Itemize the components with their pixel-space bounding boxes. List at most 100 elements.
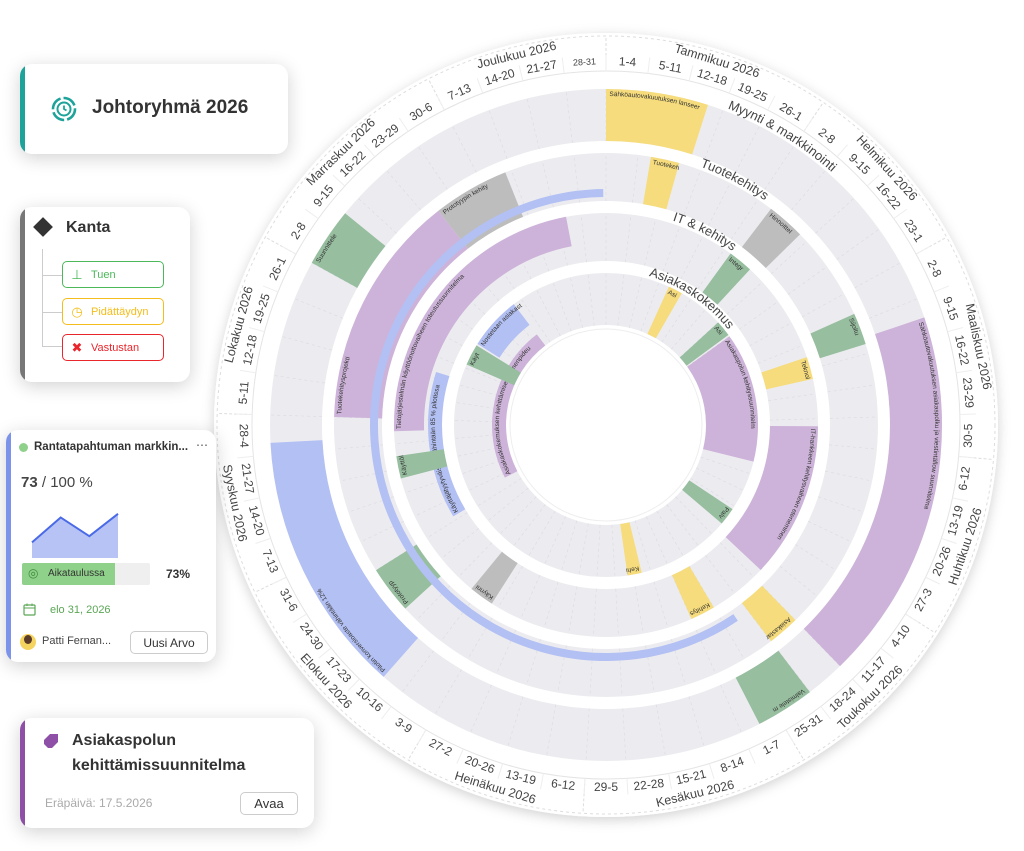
event-block[interactable]: [702, 253, 751, 305]
week-label: 5-11: [236, 380, 252, 405]
ring-grid-line: [294, 298, 343, 319]
event-block[interactable]: [647, 286, 682, 339]
event-block[interactable]: [741, 208, 801, 269]
ring-grid-line: [707, 182, 731, 226]
event-block[interactable]: [471, 551, 518, 604]
event-block[interactable]: [466, 345, 521, 386]
event-block[interactable]: [394, 216, 572, 432]
event-block[interactable]: [682, 480, 733, 524]
ring-grid-line: [386, 170, 421, 211]
event-block[interactable]: [725, 425, 818, 570]
week-divider: [262, 285, 279, 293]
ring-grid-line: [869, 298, 918, 319]
ring-grid-line: [611, 524, 616, 577]
event-block[interactable]: [741, 585, 796, 642]
ring-grid-line: [593, 588, 597, 637]
event-block[interactable]: [679, 322, 729, 366]
week-divider: [947, 326, 964, 333]
event-block[interactable]: [375, 544, 441, 609]
event-block[interactable]: [735, 650, 810, 724]
ring-grid-line: [787, 266, 828, 295]
clock-icon: ◷: [71, 303, 83, 319]
abstain-button[interactable]: ◷ Pidättäydyn: [62, 298, 164, 325]
week-divider: [626, 778, 629, 795]
ring-grid-line: [827, 384, 876, 393]
event-label-text: Asi: [667, 289, 678, 299]
event-block[interactable]: [761, 357, 813, 390]
week-label: 6-12: [956, 465, 973, 491]
new-value-button[interactable]: Uusi Arvo: [130, 631, 208, 654]
stance-card: Kanta ⊥ Tuen ◷ Pidättäydyn ✖ Vastustan: [20, 207, 190, 382]
event-block[interactable]: [810, 313, 866, 359]
ring-grid-line: [477, 478, 522, 507]
ring-grid-line: [653, 581, 669, 628]
diamond-icon: [33, 217, 53, 237]
ring-grid-line: [270, 414, 323, 417]
open-button[interactable]: Avaa: [240, 792, 298, 815]
more-button[interactable]: ⋯: [196, 438, 208, 452]
ring-grid-line: [720, 684, 742, 733]
event-block[interactable]: [606, 89, 708, 155]
event-block[interactable]: [672, 566, 714, 620]
ring-grid-line: [565, 91, 573, 144]
week-divider: [933, 285, 950, 293]
ring-grid-line: [719, 542, 754, 578]
ring-grid-line: [795, 544, 837, 571]
owner-name: Patti Fernan...: [42, 635, 112, 647]
ring-grid-line: [528, 510, 556, 557]
event-label-text: Käyttöl: [398, 454, 409, 476]
ring-grid-line: [587, 274, 595, 326]
ring-grid-line: [622, 708, 627, 761]
ring-grid-line: [644, 218, 657, 266]
week-divider: [880, 647, 894, 659]
event-block[interactable]: [311, 213, 386, 288]
week-label: 6-12: [550, 776, 576, 793]
ring-grid-line: [749, 322, 792, 347]
event-block[interactable]: [428, 372, 466, 517]
event-block[interactable]: [687, 336, 758, 462]
ring-grid-line: [507, 696, 524, 747]
ring-grid-line: [418, 146, 448, 190]
tree-branch: [42, 346, 62, 347]
week-divider: [398, 117, 409, 132]
ring-grid-line: [357, 197, 397, 234]
week-divider: [905, 613, 920, 623]
ring-grid-line: [696, 467, 744, 491]
week-divider: [941, 537, 957, 544]
stance-card-accent: [20, 207, 25, 382]
ring-grid-line: [683, 169, 702, 216]
event-block[interactable]: [803, 317, 943, 667]
week-label: 12-18: [240, 333, 260, 366]
event-label: Asi: [712, 325, 723, 336]
ring-grid-line: [690, 478, 735, 507]
event-label: Teknol: [799, 360, 811, 381]
week-divider: [958, 455, 975, 459]
week-divider: [237, 455, 254, 459]
ring-grid-line: [568, 586, 578, 634]
event-block[interactable]: [438, 172, 524, 249]
event-block[interactable]: [620, 522, 642, 576]
ring-grid-line: [801, 293, 845, 318]
goal-target: / 100 %: [41, 474, 93, 491]
status-dot: [19, 443, 28, 452]
event-block[interactable]: [270, 440, 419, 677]
oppose-button[interactable]: ✖ Vastustan: [62, 334, 164, 361]
week-divider: [239, 369, 256, 374]
support-button[interactable]: ⊥ Tuen: [62, 261, 164, 288]
week-divider: [332, 174, 346, 187]
ring-grid-line: [645, 516, 668, 565]
stance-card-title: Kanta: [66, 219, 111, 236]
week-divider: [364, 144, 376, 158]
week-divider: [893, 208, 907, 220]
ring-grid-line: [632, 154, 639, 203]
week-label: 2-8: [924, 258, 944, 280]
event-block[interactable]: [477, 304, 530, 358]
ring-grid-line: [273, 375, 326, 384]
ring-grid-line: [656, 510, 684, 557]
event-block[interactable]: [643, 156, 680, 210]
week-label: 29-5: [594, 780, 618, 794]
event-block[interactable]: [492, 334, 546, 478]
event-block[interactable]: [396, 449, 448, 479]
ring-grid-line: [655, 704, 666, 756]
